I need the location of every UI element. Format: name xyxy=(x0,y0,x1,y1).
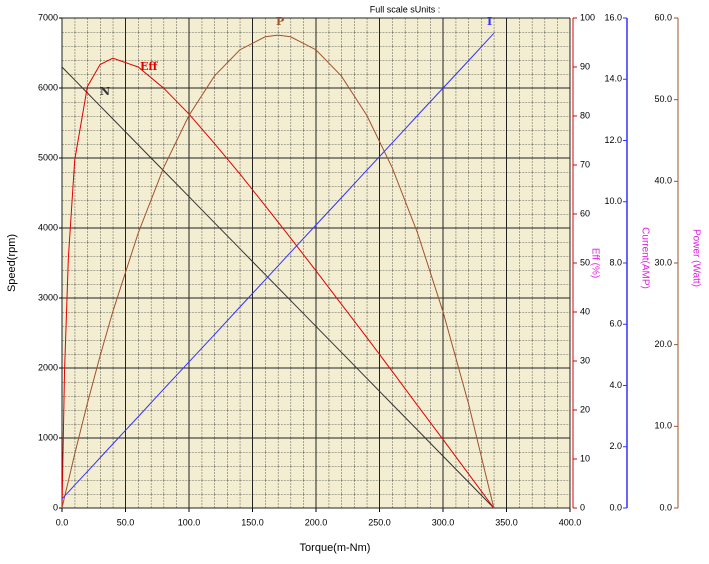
y-tick-label: 0 xyxy=(53,502,58,512)
y-tick-label: 3000 xyxy=(38,292,58,302)
y-tick-label: 2000 xyxy=(38,362,58,372)
x-tick-label: 400.0 xyxy=(559,517,582,527)
eff-axis-title: Eff (%) xyxy=(589,248,600,278)
x-tick-label: 350.0 xyxy=(495,517,518,527)
series-label: Eff xyxy=(140,60,158,73)
series-label: P xyxy=(276,15,284,28)
series-line xyxy=(61,66,495,509)
eff-tick-label: 70 xyxy=(580,159,590,169)
eff-tick-label: 100 xyxy=(580,12,595,22)
x-tick-label: 150.0 xyxy=(241,517,264,527)
eff-tick-label: 80 xyxy=(580,110,590,120)
eff-tick-label: 0 xyxy=(580,502,585,512)
series-label: N xyxy=(100,85,110,98)
eff-tick-label: 60 xyxy=(580,208,590,218)
title-bg xyxy=(355,3,455,17)
power-tick-label: 10.0 xyxy=(654,421,672,431)
power-axis-title: Power (Watt) xyxy=(690,229,701,287)
eff-tick-label: 40 xyxy=(580,306,590,316)
power-tick-label: 20.0 xyxy=(654,339,672,349)
current-tick-label: 12.0 xyxy=(604,135,622,145)
power-tick-label: 0.0 xyxy=(659,502,672,512)
y-tick-label: 5000 xyxy=(38,152,58,162)
y-tick-label: 7000 xyxy=(38,12,58,22)
current-tick-label: 14.0 xyxy=(604,74,622,84)
x-tick-label: 200.0 xyxy=(305,517,328,527)
x-axis-title: Torque(m-Nm) xyxy=(300,542,371,554)
current-tick-label: 10.0 xyxy=(604,196,622,206)
series-line xyxy=(61,57,495,509)
current-tick-label: 4.0 xyxy=(609,380,622,390)
power-tick-label: 60.0 xyxy=(654,12,672,22)
chart-title: Full scale sUnits : xyxy=(370,4,441,14)
eff-tick-label: 10 xyxy=(580,453,590,463)
current-tick-label: 0.0 xyxy=(609,502,622,512)
current-axis-title: Current(AMP) xyxy=(639,227,650,289)
x-tick-label: 300.0 xyxy=(432,517,455,527)
y-axis-title: Speed(rpm) xyxy=(6,234,18,292)
power-tick-label: 40.0 xyxy=(654,176,672,186)
current-tick-label: 16.0 xyxy=(604,12,622,22)
eff-tick-label: 20 xyxy=(580,404,590,414)
y-tick-label: 4000 xyxy=(38,222,58,232)
eff-tick-label: 50 xyxy=(580,257,590,267)
current-tick-label: 6.0 xyxy=(609,319,622,329)
eff-tick-label: 90 xyxy=(580,61,590,71)
power-tick-label: 30.0 xyxy=(654,257,672,267)
x-tick-label: 250.0 xyxy=(368,517,391,527)
y-tick-label: 6000 xyxy=(38,82,58,92)
power-tick-label: 50.0 xyxy=(654,94,672,104)
current-tick-label: 2.0 xyxy=(609,441,622,451)
x-tick-label: 50.0 xyxy=(117,517,135,527)
series-line xyxy=(61,34,495,509)
series-label: I xyxy=(487,15,492,28)
series-line xyxy=(61,32,495,500)
y-tick-label: 1000 xyxy=(38,432,58,442)
x-tick-label: 0.0 xyxy=(56,517,69,527)
x-tick-label: 100.0 xyxy=(178,517,201,527)
current-tick-label: 8.0 xyxy=(609,257,622,267)
eff-tick-label: 30 xyxy=(580,355,590,365)
